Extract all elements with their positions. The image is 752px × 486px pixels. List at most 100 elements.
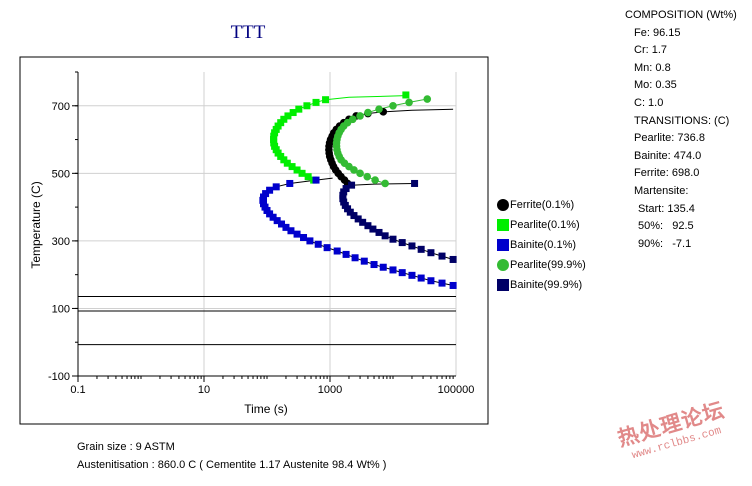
x-tick-label: 10 <box>198 384 210 396</box>
data-point <box>449 255 457 263</box>
transition-ferrite: Ferrite: 698.0 <box>634 167 700 180</box>
y-axis-label: Temperature (C) <box>29 181 43 268</box>
data-point <box>356 112 364 120</box>
martensite-start: Start: 135.4 <box>638 202 695 215</box>
data-point <box>411 179 419 187</box>
circle-marker-icon <box>497 259 509 271</box>
data-point <box>379 263 387 271</box>
legend: Ferrite(0.1%) Pearlite(0.1%) Bainite(0.1… <box>497 195 586 295</box>
data-point <box>427 277 435 285</box>
composition-mo: Mo: 0.35 <box>634 79 677 92</box>
legend-label: Pearlite(0.1%) <box>510 219 580 231</box>
martensite-90: 90%: -7.1 <box>638 237 692 250</box>
data-point <box>284 112 292 120</box>
composition-cr: Cr: 1.7 <box>634 44 668 57</box>
series-markers <box>259 91 457 289</box>
transitions-header: TRANSITIONS: (C) <box>634 114 730 127</box>
square-marker-icon <box>497 279 509 291</box>
legend-item-pearlite-finish: Pearlite(99.9%) <box>497 255 586 275</box>
data-point <box>348 181 356 189</box>
info-panel: COMPOSITION (Wt%) Fe: 96.15 Cr: 1.7 Mn: … <box>625 7 752 253</box>
x-tick-label: 1000 <box>318 384 342 396</box>
square-marker-icon <box>497 219 509 231</box>
data-point <box>398 269 406 277</box>
legend-item-pearlite-start: Pearlite(0.1%) <box>497 215 586 235</box>
data-point <box>398 239 406 247</box>
data-point <box>342 185 350 193</box>
martensite-50: 50%: 92.5 <box>638 220 694 233</box>
data-point <box>282 223 290 231</box>
data-point <box>287 227 295 235</box>
y-tick-label: 500 <box>52 168 70 180</box>
composition-c: C: 1.0 <box>634 96 664 109</box>
data-point <box>333 247 341 255</box>
data-point <box>427 249 435 257</box>
data-point <box>438 279 446 287</box>
composition-mn: Mn: 0.8 <box>634 61 671 74</box>
data-point <box>295 105 303 113</box>
data-point <box>389 266 397 274</box>
data-point <box>364 108 372 117</box>
x-axis-label: Time (s) <box>244 402 288 416</box>
data-point <box>289 109 297 117</box>
data-point <box>381 179 389 188</box>
composition-fe: Fe: 96.15 <box>634 26 681 39</box>
data-point <box>438 252 446 260</box>
data-point <box>278 220 286 228</box>
transition-pearlite: Pearlite: 736.8 <box>634 132 705 145</box>
legend-item-ferrite-start: Ferrite(0.1%) <box>497 195 586 215</box>
transition-bainite: Bainite: 474.0 <box>634 149 702 162</box>
grain-size: Grain size : 9 ASTM <box>77 441 175 453</box>
footer: Grain size : 9 ASTM Austenitisation : 86… <box>77 438 386 474</box>
data-point <box>417 274 425 282</box>
square-marker-icon <box>497 239 509 251</box>
y-tick-label: 700 <box>52 101 70 113</box>
data-point <box>286 179 294 187</box>
data-point <box>449 281 457 289</box>
data-point <box>360 257 368 265</box>
legend-label: Pearlite(99.9%) <box>510 259 586 271</box>
data-point <box>389 235 397 243</box>
data-point <box>351 254 359 262</box>
data-point <box>314 240 322 248</box>
martensite-header: Martensite: <box>634 184 689 197</box>
data-point <box>356 169 364 178</box>
data-point <box>273 217 281 225</box>
data-point <box>364 222 372 230</box>
data-point <box>408 271 416 279</box>
chart-title: TTT <box>231 22 266 43</box>
martensite-lines <box>78 295 456 346</box>
data-point <box>303 102 311 110</box>
y-tick-label: 300 <box>52 236 70 248</box>
data-point <box>272 183 280 191</box>
data-point <box>381 232 389 240</box>
axes: 0.1 10 1000 100000 -100 100 300 500 700 <box>48 71 474 396</box>
legend-label: Ferrite(0.1%) <box>510 199 575 211</box>
data-point <box>280 115 288 123</box>
data-point <box>350 212 358 220</box>
data-point <box>306 237 314 245</box>
data-point <box>423 95 432 103</box>
data-point <box>375 105 383 113</box>
data-point <box>266 186 274 194</box>
data-point <box>354 215 362 223</box>
composition-header: COMPOSITION (Wt%) <box>625 9 737 21</box>
data-point <box>369 225 377 233</box>
data-point <box>300 234 308 242</box>
data-point <box>370 261 378 269</box>
circle-marker-icon <box>497 199 509 211</box>
legend-label: Bainite(0.1%) <box>510 239 577 251</box>
data-point <box>293 230 301 238</box>
data-point <box>417 245 425 253</box>
data-point <box>371 176 379 184</box>
data-point <box>304 173 312 181</box>
data-point <box>359 218 367 226</box>
data-point <box>402 91 410 99</box>
data-point <box>375 228 383 236</box>
data-point <box>262 190 270 198</box>
legend-item-bainite-start: Bainite(0.1%) <box>497 235 586 255</box>
data-point <box>348 115 357 124</box>
data-point <box>405 98 413 107</box>
y-tick-label: -100 <box>48 371 70 383</box>
